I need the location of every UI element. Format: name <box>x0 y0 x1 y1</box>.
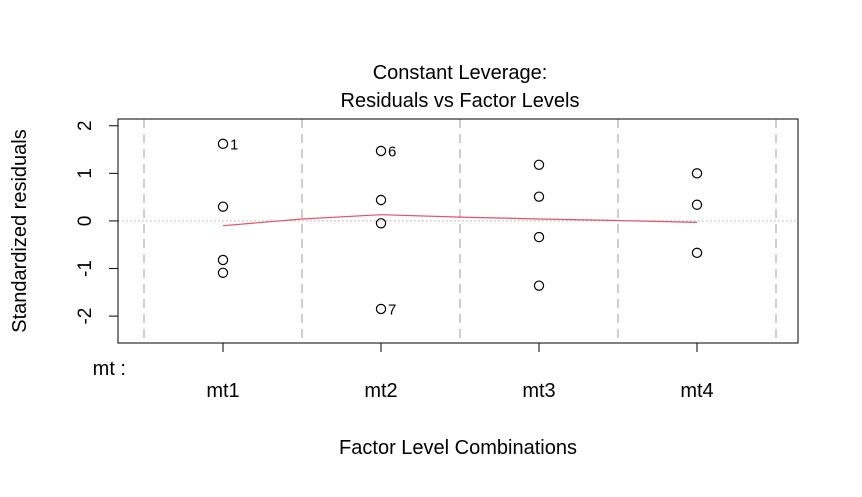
y-axis-title: Standardized residuals <box>9 129 31 332</box>
point-id-label: 6 <box>388 143 396 160</box>
chart-title-line-1: Constant Leverage: <box>373 62 548 84</box>
residual-point <box>533 159 545 170</box>
y-tick-label: -2 <box>75 308 96 325</box>
residual-point <box>375 194 387 206</box>
y-tick-label: -1 <box>75 260 96 277</box>
point-id-label: 1 <box>230 136 238 153</box>
points-layer: 1 6 7 <box>217 136 703 318</box>
residual-point <box>217 138 229 150</box>
residual-point <box>533 280 545 291</box>
residual-point <box>375 303 387 315</box>
residual-point <box>217 267 229 278</box>
smooth-fit-line <box>222 214 698 227</box>
y-tick-label: 1 <box>75 168 96 179</box>
x-axis-title: Factor Level Combinations <box>339 437 577 459</box>
x-category-label: mt3 <box>522 380 555 402</box>
residual-point <box>217 201 229 212</box>
residual-point <box>533 191 545 202</box>
factor-name-label: mt : <box>93 358 126 380</box>
x-category-label: mt4 <box>680 380 713 402</box>
separator-layer <box>143 119 777 343</box>
residual-point <box>217 254 229 266</box>
residual-point <box>691 168 703 179</box>
y-tick-label: 0 <box>75 216 96 227</box>
residual-point <box>375 145 387 157</box>
residual-point <box>691 247 703 259</box>
x-category-label: mt2 <box>364 380 397 402</box>
residual-point <box>691 199 703 210</box>
residual-point <box>533 231 545 243</box>
chart-title-line-2: Residuals vs Factor Levels <box>341 90 580 112</box>
x-category-label: mt1 <box>206 380 239 402</box>
smooth-layer <box>222 214 698 227</box>
point-id-label: 7 <box>388 301 396 318</box>
plot-frame <box>117 118 799 344</box>
residual-point <box>375 218 387 229</box>
y-tick-label: 2 <box>75 120 96 131</box>
